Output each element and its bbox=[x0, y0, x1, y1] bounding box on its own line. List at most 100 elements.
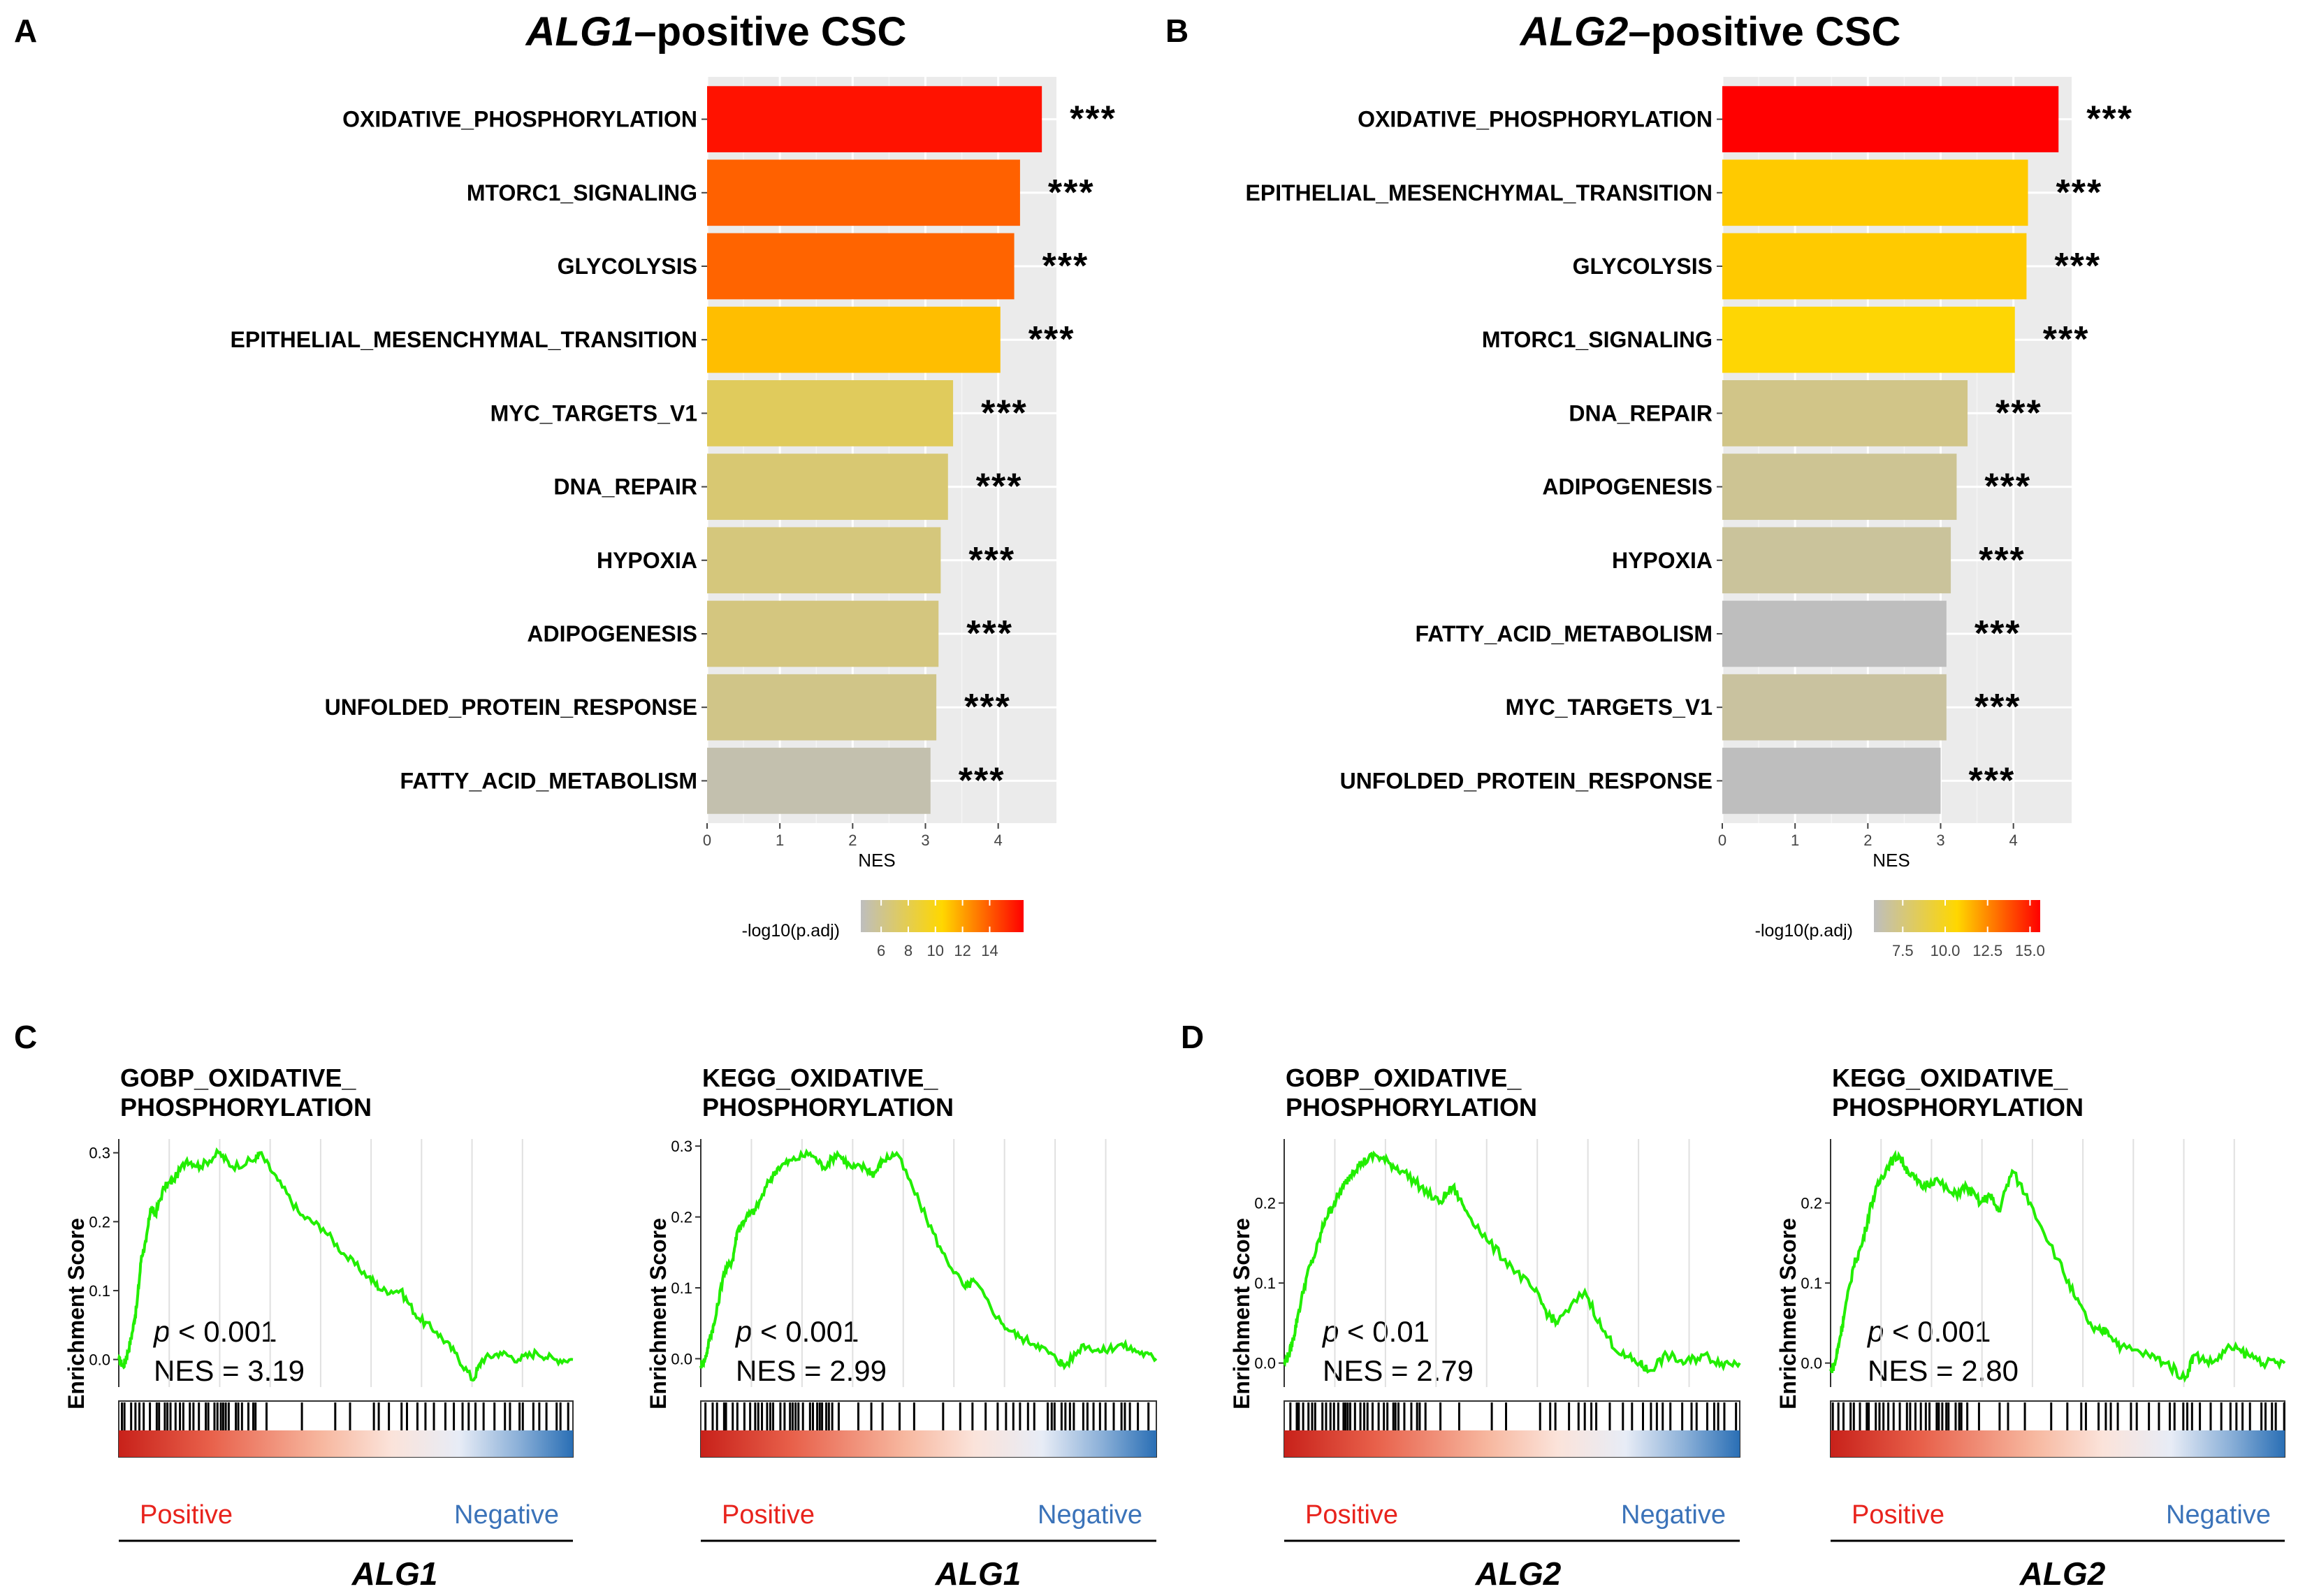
x-tick-label: 4 bbox=[2009, 832, 2018, 849]
x-tick-label: 0 bbox=[703, 832, 711, 849]
y-axis-label: Enrichment Score bbox=[1775, 1218, 1801, 1409]
gsea-pvalue: p < 0.001 bbox=[734, 1315, 859, 1348]
bar bbox=[1722, 600, 1947, 667]
ranking-bar bbox=[1831, 1430, 2285, 1457]
colorbar-tick-label: 14 bbox=[981, 942, 998, 959]
bar bbox=[1722, 454, 1957, 520]
gsea-plot-d-right: KEGG_OXIDATIVE_ PHOSPHORYLATION p < 0.00… bbox=[1775, 1064, 2286, 1592]
panel-letter-d: D bbox=[1181, 1019, 1204, 1055]
category-label: ADIPOGENESIS bbox=[527, 621, 697, 646]
y-tick-label: 0.0 bbox=[1801, 1355, 1822, 1372]
y-tick-label: 0.3 bbox=[89, 1145, 110, 1162]
positive-label: Positive bbox=[1305, 1500, 1398, 1530]
negative-label: Negative bbox=[2166, 1500, 2271, 1530]
gsea-pvalue: p < 0.01 bbox=[1321, 1315, 1430, 1348]
bar bbox=[1722, 86, 2059, 152]
bar bbox=[1722, 527, 1951, 594]
x-tick-label: 1 bbox=[1791, 832, 1799, 849]
y-tick-label: 0.2 bbox=[1254, 1195, 1276, 1212]
category-label: HYPOXIA bbox=[597, 548, 697, 573]
negative-label: Negative bbox=[1621, 1500, 1726, 1530]
gsea-plot-d-left: GOBP_OXIDATIVE_ PHOSPHORYLATION p < 0.01… bbox=[1229, 1064, 1741, 1592]
gsea-gene-label: ALG2 bbox=[1475, 1555, 1562, 1592]
panel-b-title-rest: –positive CSC bbox=[1628, 9, 1900, 55]
significance-label: *** bbox=[2043, 319, 2090, 360]
y-tick-label: 0.1 bbox=[1254, 1275, 1276, 1292]
gsea-title-line2: PHOSPHORYLATION bbox=[1832, 1093, 2084, 1122]
y-tick-label: 0.3 bbox=[671, 1138, 692, 1155]
y-tick-label: 0.1 bbox=[89, 1282, 110, 1300]
x-tick-label: 2 bbox=[1863, 832, 1872, 849]
colorbar-tick-label: 12 bbox=[954, 942, 970, 959]
bar bbox=[1722, 380, 1968, 447]
y-tick-label: 0.1 bbox=[671, 1279, 692, 1297]
significance-label: *** bbox=[1975, 687, 2021, 727]
gsea-nes: NES = 3.19 bbox=[154, 1354, 305, 1387]
colorbar-tick-label: 8 bbox=[904, 942, 912, 959]
bar bbox=[707, 233, 1015, 300]
x-tick-label: 4 bbox=[994, 832, 1003, 849]
significance-label: *** bbox=[1070, 99, 1117, 140]
enrichment-line bbox=[1829, 1149, 2286, 1383]
panel-a-title-rest: –positive CSC bbox=[634, 9, 906, 55]
positive-label: Positive bbox=[722, 1500, 815, 1530]
panel-b: B ALG2–positive CSC OXIDATIVE_PHOSPHORYL… bbox=[1165, 9, 2132, 959]
category-label: DNA_REPAIR bbox=[553, 474, 697, 500]
category-label: HYPOXIA bbox=[1612, 548, 1713, 573]
gsea-gene-label: ALG1 bbox=[351, 1555, 438, 1592]
panel-a-xlabel: NES bbox=[858, 850, 895, 871]
panel-b-legend-title: -log10(p.adj) bbox=[1755, 921, 1853, 941]
panel-letter-a: A bbox=[14, 13, 37, 49]
panel-b-xlabel: NES bbox=[1873, 850, 1910, 871]
panel-b-title: ALG2–positive CSC bbox=[1519, 9, 1901, 55]
significance-label: *** bbox=[959, 760, 1005, 801]
x-tick-label: 3 bbox=[921, 832, 929, 849]
colorbar-tick-label: 7.5 bbox=[1892, 942, 1914, 959]
colorbar-tick-label: 6 bbox=[877, 942, 885, 959]
ranking-bar bbox=[1284, 1430, 1740, 1457]
category-label: OXIDATIVE_PHOSPHORYLATION bbox=[342, 107, 697, 132]
panel-a: A ALG1–positive CSC OXIDATIVE_PHOSPHORYL… bbox=[14, 9, 1117, 959]
significance-label: *** bbox=[964, 687, 1011, 727]
bar bbox=[707, 600, 939, 667]
significance-label: *** bbox=[1975, 614, 2021, 654]
panel-a-title-gene: ALG1 bbox=[525, 9, 634, 55]
gsea-nes: NES = 2.80 bbox=[1868, 1354, 2019, 1387]
panel-b-colorbar: 7.5 10.0 12.5 15.0 bbox=[1874, 900, 2045, 959]
significance-label: *** bbox=[976, 467, 1023, 507]
category-label: GLYCOLYSIS bbox=[558, 254, 697, 279]
colorbar-gradient bbox=[1874, 900, 2040, 932]
gsea-title-line2: PHOSPHORYLATION bbox=[1286, 1093, 1537, 1122]
x-tick-label: 2 bbox=[848, 832, 857, 849]
significance-label: *** bbox=[966, 614, 1013, 654]
enrichment-line bbox=[1283, 1150, 1741, 1374]
gsea-pvalue: p < 0.001 bbox=[1866, 1315, 1991, 1348]
enrichment-line bbox=[699, 1148, 1158, 1371]
significance-label: *** bbox=[1048, 173, 1095, 213]
bar bbox=[707, 748, 931, 814]
gsea-title-line1: KEGG_OXIDATIVE_ bbox=[702, 1064, 938, 1092]
panel-b-title-gene: ALG2 bbox=[1519, 9, 1629, 55]
y-tick-label: 0.1 bbox=[1801, 1275, 1822, 1292]
category-label: GLYCOLYSIS bbox=[1573, 254, 1713, 279]
positive-label: Positive bbox=[140, 1500, 233, 1530]
ranking-bar bbox=[119, 1430, 573, 1457]
significance-label: *** bbox=[1969, 760, 2016, 801]
colorbar-tick-label: 15.0 bbox=[2015, 942, 2045, 959]
gsea-title-line2: PHOSPHORYLATION bbox=[120, 1093, 372, 1122]
bar bbox=[1722, 159, 2028, 226]
bar bbox=[707, 306, 1001, 373]
bar bbox=[707, 86, 1042, 152]
colorbar-gradient bbox=[861, 900, 1024, 932]
panel-a-legend-title: -log10(p.adj) bbox=[742, 921, 840, 941]
positive-label: Positive bbox=[1852, 1500, 1944, 1530]
gsea-plot-c-right: KEGG_OXIDATIVE_ PHOSPHORYLATION p < 0.00… bbox=[646, 1064, 1158, 1592]
gsea-pvalue-p: p bbox=[152, 1315, 170, 1348]
category-label: FATTY_ACID_METABOLISM bbox=[400, 768, 697, 793]
category-label: MTORC1_SIGNALING bbox=[1482, 327, 1713, 352]
gsea-title-line1: KEGG_OXIDATIVE_ bbox=[1832, 1064, 2068, 1092]
category-label: MTORC1_SIGNALING bbox=[467, 180, 697, 205]
y-tick-label: 0.0 bbox=[671, 1350, 692, 1368]
panel-a-colorbar: 6 8 10 12 14 bbox=[861, 900, 1024, 959]
